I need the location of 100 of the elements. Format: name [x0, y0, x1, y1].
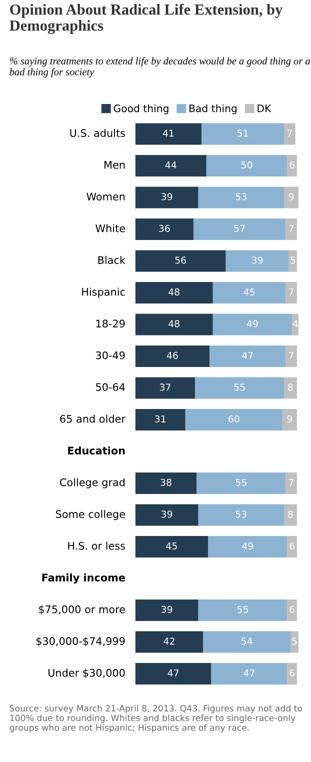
y-tick-label: White — [96, 224, 125, 232]
bar — [135, 504, 198, 526]
bar — [198, 186, 284, 208]
bar — [284, 504, 297, 526]
bar — [286, 282, 297, 304]
y-tick-label: Black — [98, 256, 126, 264]
bar — [284, 377, 297, 399]
bar — [135, 599, 198, 622]
bar — [185, 408, 282, 431]
data-label: 4 — [292, 320, 298, 328]
data-label: 6 — [290, 161, 295, 168]
data-label: 39 — [252, 256, 263, 264]
bar — [292, 314, 299, 336]
bar — [135, 218, 194, 240]
bar — [135, 123, 202, 145]
data-label: 5 — [292, 638, 297, 645]
y-tick-label: $75,000 or more — [39, 605, 125, 615]
data-label: 7 — [287, 130, 292, 137]
bar — [135, 377, 196, 399]
bar — [203, 631, 290, 653]
data-label: 39 — [162, 193, 172, 200]
data-label: 55 — [234, 384, 245, 391]
legend-label: Bad thing — [189, 104, 236, 114]
data-label: 42 — [164, 638, 174, 645]
bar — [286, 345, 297, 368]
bar — [206, 154, 288, 177]
bar — [287, 154, 297, 177]
y-tick-label: 50-64 — [96, 383, 125, 392]
bar — [211, 662, 288, 685]
data-label: 6 — [290, 606, 295, 613]
data-label: 47 — [244, 669, 254, 676]
data-label: 49 — [246, 320, 258, 328]
data-label: 7 — [289, 224, 294, 232]
data-label: 50 — [242, 161, 252, 168]
data-label: 9 — [287, 415, 292, 422]
data-label: 8 — [288, 510, 293, 518]
bar — [288, 250, 297, 272]
bar — [135, 345, 210, 368]
y-tick-label: 65 and older — [60, 414, 126, 423]
data-label: 53 — [236, 193, 246, 200]
data-label: 51 — [238, 130, 248, 137]
y-tick-label: H.S. or less — [68, 542, 125, 550]
data-label: 36 — [159, 224, 170, 232]
bar — [282, 408, 297, 431]
data-label: 49 — [242, 542, 253, 550]
data-label: 6 — [290, 669, 295, 676]
bar — [290, 631, 299, 653]
data-label: 7 — [289, 352, 294, 359]
bar — [284, 186, 299, 208]
bar — [198, 599, 288, 622]
bar — [135, 536, 208, 558]
bar — [208, 536, 288, 558]
bar — [196, 472, 286, 494]
data-label: 48 — [168, 320, 180, 328]
source-note: Source: survey March 21-April 8, 2013. Q43. Figures may not add to 100% due to rounding. Whites and blacks refer to single-race-only groups who are not Hispanic; Hispanics are of any race. — [10, 704, 302, 732]
data-label: 47 — [168, 669, 178, 676]
data-label: 7 — [289, 478, 294, 486]
data-label: 55 — [238, 606, 248, 613]
y-tick-label: Education — [68, 446, 125, 455]
data-label: 57 — [234, 224, 245, 232]
bar — [212, 282, 286, 304]
bar — [287, 599, 297, 622]
bar — [135, 282, 213, 304]
data-label: 38 — [160, 478, 172, 486]
bar — [135, 472, 197, 494]
data-label: 60 — [228, 415, 240, 422]
bar — [193, 218, 286, 240]
data-label: 39 — [162, 510, 172, 518]
data-label: 47 — [242, 352, 253, 359]
bar — [135, 631, 204, 653]
y-tick-label: Under $30,000 — [48, 668, 125, 678]
data-label: 45 — [166, 542, 177, 550]
bar — [287, 536, 297, 558]
data-label: 44 — [165, 161, 176, 168]
data-label: 9 — [288, 193, 294, 200]
data-label: 48 — [168, 288, 180, 296]
bar — [135, 662, 212, 685]
data-label: 37 — [160, 384, 170, 391]
bar — [286, 218, 297, 240]
chart-title: Opinion About Radical Life Extension, by Demographics — [10, 4, 283, 34]
data-label: 53 — [236, 510, 246, 518]
y-tick-label: 18-29 — [96, 320, 125, 328]
y-tick-label: 30-49 — [96, 351, 125, 360]
bar — [135, 250, 226, 272]
y-tick-label: $30,000-$74,999 — [36, 636, 125, 646]
y-tick-label: U.S. adults — [70, 128, 125, 138]
y-tick-label: Some college — [56, 510, 125, 520]
bar — [210, 345, 286, 368]
y-tick-label: Women — [86, 192, 125, 201]
data-label: 55 — [236, 478, 246, 486]
data-label: 8 — [288, 384, 293, 391]
bar — [195, 377, 284, 399]
data-label: 39 — [162, 606, 172, 613]
legend-label: DK — [258, 104, 272, 112]
data-label: 56 — [175, 256, 186, 264]
data-label: 46 — [166, 352, 178, 359]
bar — [198, 504, 284, 526]
data-label: 45 — [244, 288, 254, 296]
bar — [135, 154, 206, 177]
bar — [135, 408, 186, 431]
